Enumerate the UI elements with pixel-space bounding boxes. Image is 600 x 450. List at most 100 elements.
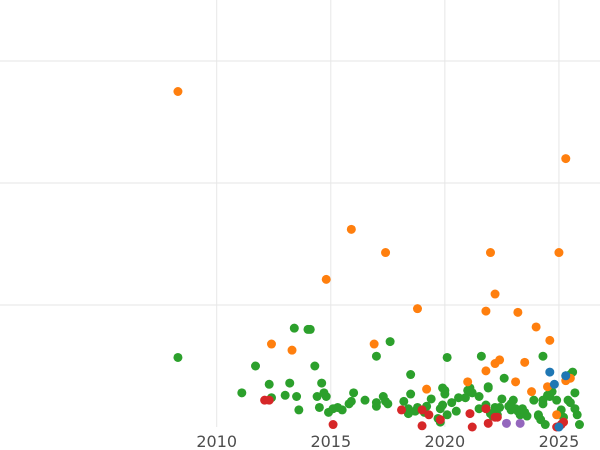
green-point-13 [312,392,322,401]
purple-point-1 [515,418,525,428]
green-point-25 [360,395,370,405]
green-point-69 [495,402,505,412]
green-point-5 [280,390,290,400]
red-point-11 [483,418,493,428]
green-point-103 [572,410,582,420]
green-point-51 [442,352,452,362]
blue-point-3 [561,371,571,381]
green-point-88 [538,351,548,361]
orange-point-9 [463,377,473,387]
red-point-10 [481,404,491,414]
green-point-104 [574,420,584,430]
green-point-37 [406,389,416,399]
x-tick-label-2025: 2025 [539,432,580,450]
green-point-50 [442,410,452,420]
orange-point-1 [266,339,276,349]
grid-lines [0,0,600,427]
green-point-36 [406,370,416,380]
orange-point-24 [554,248,564,258]
orange-point-21 [543,382,553,392]
green-point-42 [426,394,436,404]
red-point-6 [424,410,434,420]
orange-point-6 [381,248,391,258]
orange-point-5 [369,339,379,349]
orange-point-4 [346,224,356,234]
green-point-35 [403,409,413,419]
orange-point-3 [321,274,331,284]
orange-point-16 [511,377,521,387]
green-point-8 [292,392,302,401]
orange-point-11 [481,366,491,376]
green-point-3 [264,379,274,389]
green-point-24 [349,388,359,398]
green-point-28 [371,351,381,361]
green-point-15 [317,378,327,388]
green-point-60 [474,392,484,401]
green-point-33 [399,396,409,406]
green-point-71 [499,373,509,383]
green-point-75 [508,395,518,405]
green-point-59 [474,404,484,414]
green-point-55 [460,393,470,403]
orange-point-20 [531,322,541,332]
orange-point-27 [561,154,571,164]
green-point-93 [552,395,562,405]
green-point-1 [237,388,247,398]
green-point-23 [346,396,356,406]
purple-point-0 [501,418,511,428]
green-point-53 [451,406,461,416]
red-point-1 [264,395,274,405]
green-point-70 [497,394,507,404]
green-point-52 [447,398,457,408]
x-tick-label-2020: 2020 [425,432,466,450]
orange-point-2 [287,345,297,355]
green-point-58 [467,388,477,398]
green-point-49 [440,385,450,395]
orange-point-10 [481,306,491,316]
x-tick-label-2015: 2015 [310,432,351,450]
orange-point-18 [520,357,530,367]
red-point-4 [417,405,427,415]
red-point-5 [417,421,427,431]
orange-point-23 [552,410,562,420]
orange-point-0 [173,87,183,96]
red-point-9 [467,422,477,432]
green-point-31 [383,399,393,409]
green-point-89 [540,420,550,430]
x-tick-label-2010: 2010 [196,432,237,450]
green-point-0 [173,352,183,362]
green-point-6 [285,378,295,388]
orange-point-12 [485,248,495,258]
red-point-13 [492,412,502,422]
green-point-2 [251,361,261,371]
orange-point-15 [495,355,505,365]
green-point-32 [385,337,395,347]
green-point-12 [310,361,320,371]
blue-point-2 [554,422,564,432]
green-point-21 [337,405,347,415]
data-points [173,87,584,432]
orange-point-14 [490,289,500,299]
green-point-81 [522,411,532,421]
green-point-101 [570,388,580,398]
orange-point-8 [422,384,432,394]
green-point-82 [529,395,539,405]
green-point-14 [314,402,324,412]
green-point-27 [371,398,381,408]
green-point-9 [294,405,304,415]
red-point-7 [435,415,445,425]
orange-point-7 [412,304,422,314]
green-point-11 [305,324,315,334]
orange-point-22 [545,335,555,345]
red-point-2 [328,420,338,430]
orange-point-19 [527,387,537,397]
green-point-64 [483,383,493,393]
x-axis-tick-labels: 2010 2015 2020 2025 [196,432,579,450]
green-point-54 [454,393,464,403]
green-point-7 [289,323,299,333]
blue-point-1 [549,379,559,389]
orange-point-17 [513,307,523,317]
red-point-3 [397,405,407,415]
